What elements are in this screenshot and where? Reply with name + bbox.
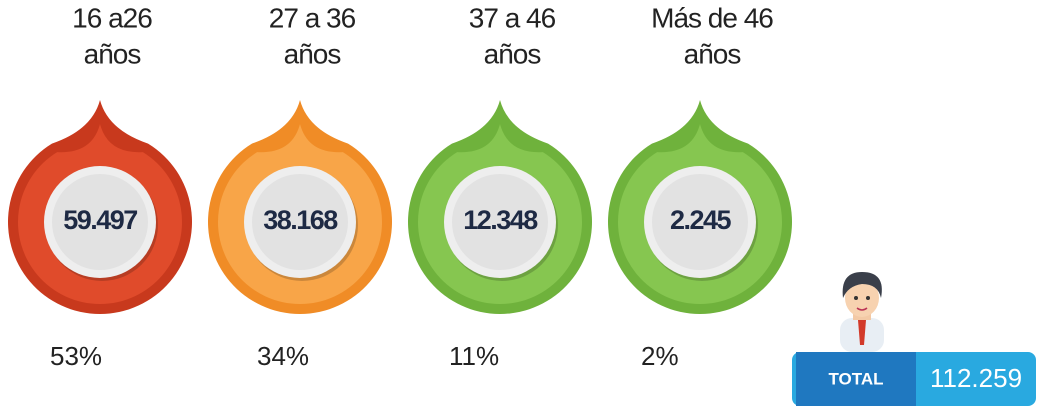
value-circle-inner <box>252 174 348 270</box>
value-circle-inner <box>652 174 748 270</box>
value: 59.497 <box>63 205 137 235</box>
total-label: TOTAL <box>828 369 883 388</box>
age-group: 27 a 36 años 38.168 34% <box>207 2 392 371</box>
percent: 53% <box>50 341 102 371</box>
age-label: años <box>84 38 141 69</box>
age-group: 37 a 46 años 12.348 11% <box>408 2 593 371</box>
age-label: años <box>684 38 741 69</box>
age-label: años <box>284 38 341 69</box>
age-label: 16 a26 <box>72 2 152 33</box>
age-group: 16 a26 años 59.497 53% <box>7 2 192 371</box>
value-circle-inner <box>452 174 548 270</box>
value-circle-inner <box>52 174 148 270</box>
age-label: Más de 46 <box>651 2 773 33</box>
total-box: TOTAL 112.259 <box>792 352 1036 406</box>
age-label: años <box>484 38 541 69</box>
age-label: 27 a 36 <box>269 2 356 33</box>
total-value: 112.259 <box>930 363 1022 393</box>
percent: 2% <box>641 341 679 371</box>
age-group: Más de 46 años 2.245 2% <box>608 2 792 371</box>
age-label: 37 a 46 <box>469 2 556 33</box>
percent: 11% <box>449 341 499 371</box>
value: 2.245 <box>670 205 732 235</box>
percent: 34% <box>257 341 309 371</box>
value: 12.348 <box>463 205 538 235</box>
value: 38.168 <box>263 205 338 235</box>
person-icon <box>840 272 884 352</box>
